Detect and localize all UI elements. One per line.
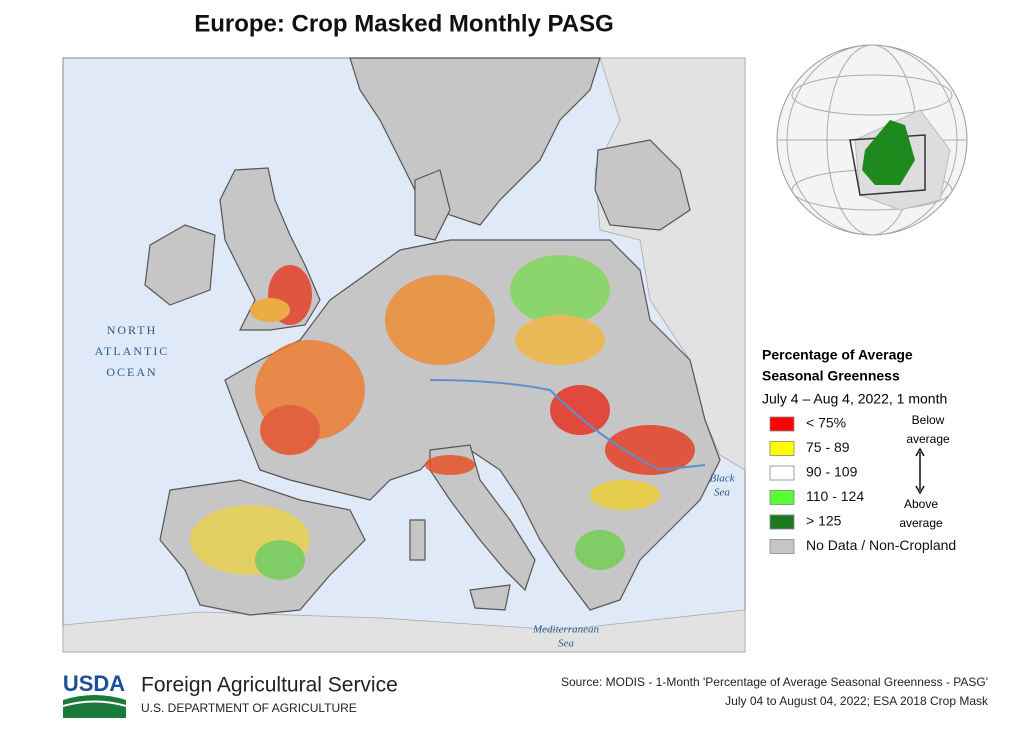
ocean-label: NORTH <box>107 323 158 337</box>
sea-label: Mediterranean <box>532 624 599 636</box>
legend-label: 90 - 109 <box>806 464 858 480</box>
sea-label: Sea <box>558 638 574 650</box>
legend-note: Below <box>912 413 945 427</box>
source: Source: MODIS - 1-Month 'Percentage of A… <box>561 675 988 689</box>
legend-label: 110 - 124 <box>806 488 864 504</box>
legend-swatch <box>769 465 795 481</box>
legend-arrow <box>915 447 925 495</box>
legend-title: Percentage of Average <box>762 347 913 363</box>
legend-swatch <box>769 490 795 505</box>
map: NORTH ATLANTIC OCEAN Black Sea Mediterra… <box>62 57 746 653</box>
legend-label: < 75% <box>806 415 846 431</box>
inset-globe <box>776 44 968 236</box>
sea-label: Black <box>709 473 735 485</box>
legend-subtitle: July 4 – Aug 4, 2022, 1 month <box>762 391 947 407</box>
legend-note: Above <box>904 497 938 511</box>
legend-swatch <box>769 514 795 530</box>
legend-note: average <box>906 432 950 446</box>
legend-note: average <box>899 516 943 530</box>
sea-label: Sea <box>714 487 730 499</box>
legend-label: 75 - 89 <box>806 439 850 455</box>
legend-title: Seasonal Greenness <box>762 368 900 384</box>
legend-swatch <box>769 416 795 432</box>
legend-label: No Data / Non-Cropland <box>806 537 956 553</box>
department: U.S. DEPARTMENT OF AGRICULTURE <box>141 701 357 715</box>
ocean-label: ATLANTIC <box>95 344 170 358</box>
logo-mark <box>63 695 126 718</box>
legend-swatch <box>769 441 795 456</box>
legend-swatch <box>769 539 795 554</box>
logo: USDA <box>63 671 125 696</box>
footer: USDA Foreign Agricultural Service U.S. D… <box>62 671 989 718</box>
agency: Foreign Agricultural Service <box>141 674 398 697</box>
ocean-label: OCEAN <box>106 365 157 379</box>
title: Europe: Crop Masked Monthly PASG <box>194 10 614 37</box>
legend-label: > 125 <box>806 513 842 529</box>
source: July 04 to August 04, 2022; ESA 2018 Cro… <box>725 694 989 708</box>
legend: Percentage of Average Seasonal Greenness… <box>762 347 956 554</box>
